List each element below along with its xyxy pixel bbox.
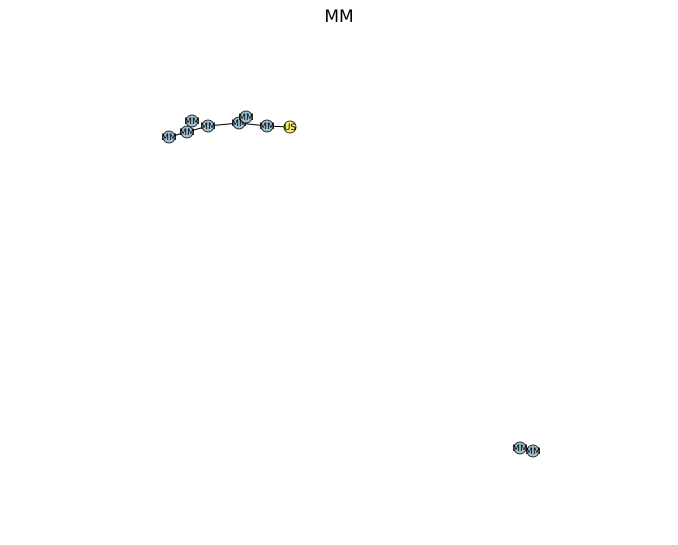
node-label: MM <box>184 117 200 127</box>
node-label: MM <box>259 122 275 132</box>
node-circle <box>185 114 199 128</box>
graph-node-n2: MM <box>184 114 200 128</box>
graph-node-n4: MM <box>200 119 216 133</box>
graph-node-n3: MM <box>179 125 195 139</box>
node-label: MM <box>238 113 254 123</box>
node-circle <box>260 119 274 133</box>
node-circle <box>162 130 176 144</box>
node-label: US <box>284 123 297 133</box>
node-circle <box>239 110 253 124</box>
node-label: MM <box>525 447 541 457</box>
node-circle <box>526 444 540 458</box>
node-circle <box>513 441 527 455</box>
graph-node-n10: MM <box>525 444 541 458</box>
graph-node-n1: MM <box>161 130 177 144</box>
node-label: MM <box>231 119 247 129</box>
graph-node-n7: MM <box>259 119 275 133</box>
node-label: MM <box>200 122 216 132</box>
node-circle <box>180 125 194 139</box>
graph-node-n8: US <box>283 120 297 134</box>
edges-layer <box>168 116 534 452</box>
graph-node-n6: MM <box>238 110 254 124</box>
node-label: MM <box>179 128 195 138</box>
node-label: MM <box>161 133 177 143</box>
node-circle <box>283 120 297 134</box>
graph-node-n9: MM <box>512 441 528 455</box>
node-label: MM <box>512 444 528 454</box>
node-circle <box>201 119 215 133</box>
page-title: MM <box>324 7 354 27</box>
